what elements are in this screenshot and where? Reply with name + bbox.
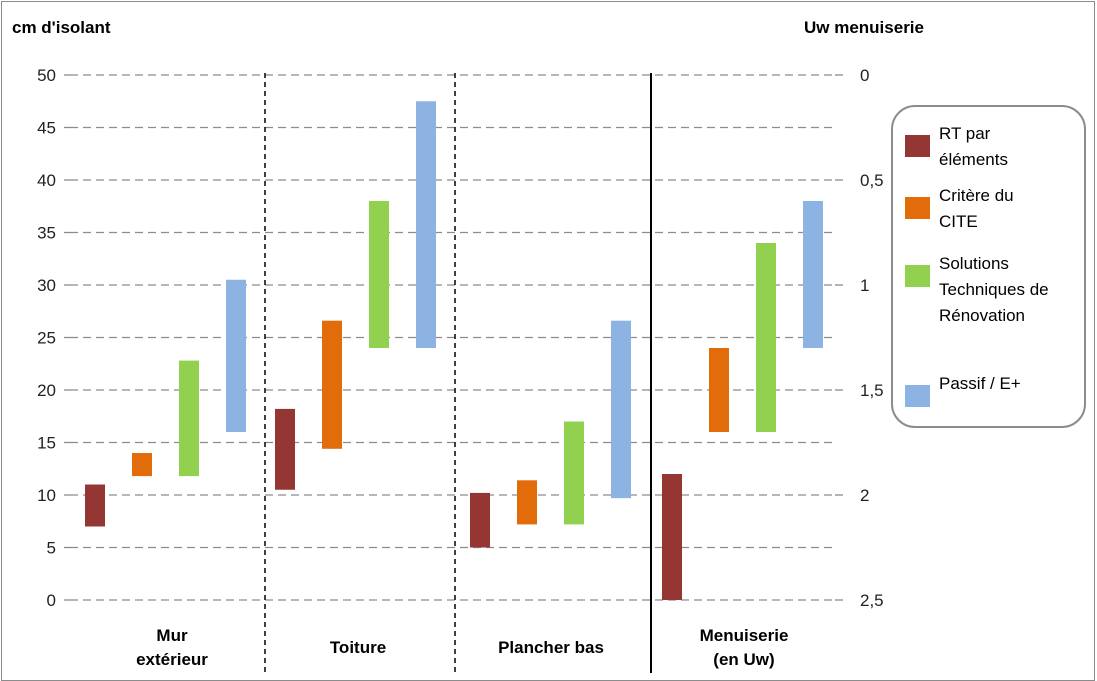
category-label: Toiture <box>330 638 386 657</box>
range-bar <box>179 360 199 477</box>
left-tick-label: 25 <box>37 329 56 348</box>
right-axis-title: Uw menuiserie <box>804 18 924 37</box>
range-bar <box>85 484 105 527</box>
range-bar <box>132 453 152 477</box>
left-tick-label: 50 <box>37 66 56 85</box>
legend-item: Passif / E+ <box>905 371 1079 407</box>
left-tick-label: 30 <box>37 276 56 295</box>
right-tick-label: 2,5 <box>860 591 884 610</box>
range-bar <box>517 480 537 525</box>
legend-label: RT par éléments <box>939 121 1079 173</box>
legend-label-line: Passif / E+ <box>939 374 1021 393</box>
legend-label-line: Rénovation <box>939 306 1026 325</box>
range-bar <box>756 243 776 432</box>
right-tick-label: 0,5 <box>860 171 884 190</box>
range-bar <box>564 421 584 525</box>
legend-label-line: éléments <box>939 150 1008 169</box>
legend: RT par éléments Critère du CITE Solutions Tec… <box>891 105 1086 428</box>
left-tick-label: 15 <box>37 434 56 453</box>
category-label: Plancher bas <box>498 638 604 657</box>
range-bar <box>709 348 729 432</box>
left-tick-label: 40 <box>37 171 56 190</box>
left-axis-title: cm d'isolant <box>12 18 111 37</box>
range-bar <box>803 201 823 348</box>
left-tick-label: 20 <box>37 381 56 400</box>
left-tick-label: 0 <box>47 591 56 610</box>
right-tick-label: 1 <box>860 276 869 295</box>
range-bar <box>369 201 389 348</box>
legend-swatch <box>905 385 930 407</box>
legend-label-line: Critère du <box>939 186 1014 205</box>
legend-item: Critère du CITE <box>905 183 1079 235</box>
range-bar <box>470 492 490 548</box>
right-tick-label: 1,5 <box>860 381 884 400</box>
left-tick-label: 10 <box>37 486 56 505</box>
legend-label: Critère du CITE <box>939 183 1079 235</box>
left-tick-label: 45 <box>37 119 56 138</box>
category-label: extérieur <box>136 650 208 669</box>
legend-label-line: Solutions <box>939 254 1009 273</box>
legend-item: Solutions Techniques de Rénovation <box>905 251 1079 329</box>
range-bar <box>416 101 436 348</box>
range-bar <box>322 320 342 449</box>
legend-swatch <box>905 197 930 219</box>
category-label: Mur <box>156 626 188 645</box>
right-tick-label: 2 <box>860 486 869 505</box>
legend-swatch <box>905 135 930 157</box>
legend-swatch <box>905 265 930 287</box>
legend-item: RT par éléments <box>905 121 1079 173</box>
range-bar <box>611 320 631 499</box>
right-tick-label: 0 <box>860 66 869 85</box>
legend-label: Passif / E+ <box>939 371 1079 397</box>
range-bar <box>226 279 246 432</box>
range-bar <box>662 474 682 600</box>
legend-label-line: Techniques de <box>939 280 1049 299</box>
legend-label-line: RT par <box>939 124 991 143</box>
legend-label-line: CITE <box>939 212 978 231</box>
left-tick-label: 5 <box>47 539 56 558</box>
legend-label: Solutions Techniques de Rénovation <box>939 251 1079 329</box>
category-label: Menuiserie <box>700 626 789 645</box>
category-label: (en Uw) <box>713 650 774 669</box>
left-tick-label: 35 <box>37 224 56 243</box>
range-bar <box>275 408 295 490</box>
